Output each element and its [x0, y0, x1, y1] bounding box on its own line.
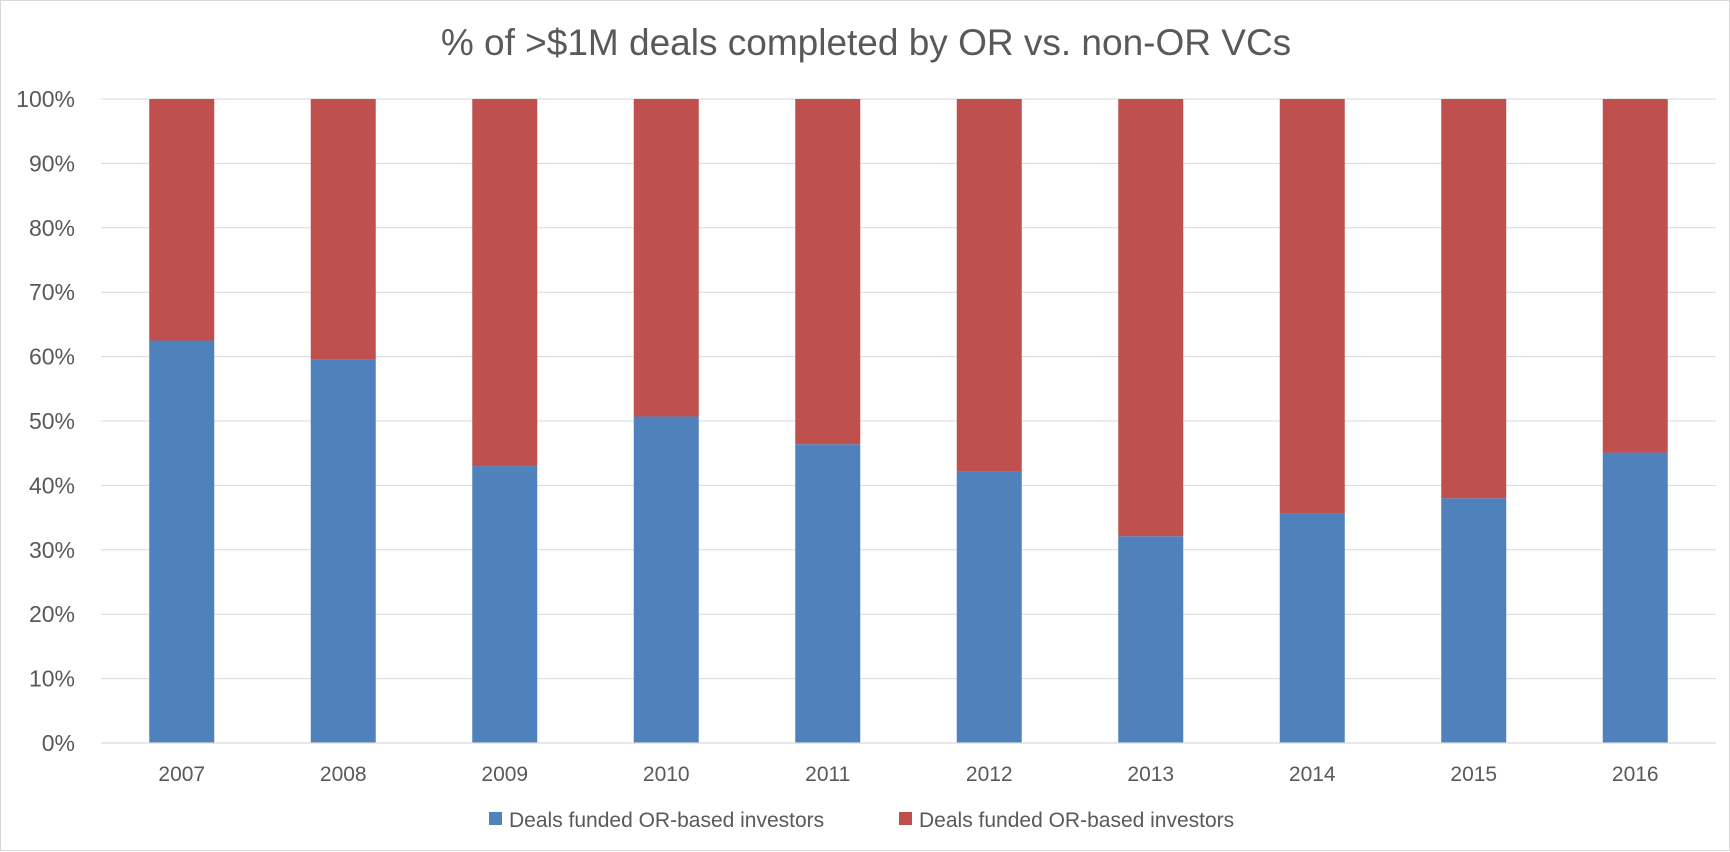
y-tick-label: 40% [29, 472, 75, 498]
bar-segment-lower-2014 [1279, 513, 1345, 743]
y-tick-label: 80% [29, 215, 75, 241]
bar-segment-upper-2008 [310, 99, 376, 360]
bar-segment-lower-2015 [1441, 498, 1507, 743]
bar-segment-upper-2011 [795, 99, 861, 445]
y-tick-label: 70% [29, 279, 75, 305]
y-tick-label: 10% [29, 666, 75, 692]
bar-segment-upper-2007 [149, 99, 215, 341]
y-tick-label: 60% [29, 344, 75, 370]
x-tick-label: 2010 [643, 763, 690, 786]
bar-segment-lower-2008 [310, 359, 376, 743]
bar-segment-lower-2009 [472, 466, 538, 743]
bar-segment-upper-2010 [633, 99, 699, 417]
bars [149, 99, 1668, 743]
x-tick-label: 2007 [158, 763, 205, 786]
y-tick-label: 50% [29, 408, 75, 434]
bar-segment-lower-2010 [633, 416, 699, 743]
bar-segment-upper-2012 [956, 99, 1022, 472]
legend-label: Deals funded OR-based investors [919, 809, 1234, 832]
x-tick-label: 2012 [966, 763, 1013, 786]
x-tick-label: 2013 [1127, 763, 1174, 786]
bar-segment-upper-2015 [1441, 99, 1507, 499]
y-tick-label: 20% [29, 601, 75, 627]
y-tick-label: 100% [16, 86, 75, 112]
legend: Deals funded OR-based investors Deals fun… [489, 809, 1234, 832]
bar-segment-lower-2007 [149, 340, 215, 743]
bar-segment-upper-2016 [1602, 99, 1668, 453]
x-tick-label: 2016 [1612, 763, 1659, 786]
bar-segment-lower-2012 [956, 471, 1022, 743]
y-tick-label: 30% [29, 537, 75, 563]
x-axis: 2007 2008 2009 2010 2011 2012 2013 2014 2015 2016 [158, 763, 1658, 786]
legend-item: Deals funded OR-based investors [899, 809, 1234, 832]
bar-segment-lower-2016 [1602, 452, 1668, 743]
x-tick-label: 2014 [1289, 763, 1336, 786]
y-axis: 0% 10% 20% 30% 40% 50% 60% 70% 80% 90% 100% [16, 86, 75, 756]
legend-item: Deals funded OR-based investors [489, 809, 824, 832]
bar-segment-upper-2009 [472, 99, 538, 467]
legend-swatch [899, 812, 912, 825]
bar-segment-lower-2013 [1118, 536, 1184, 743]
bar-segment-upper-2013 [1118, 99, 1184, 537]
legend-label: Deals funded OR-based investors [509, 809, 824, 832]
x-tick-label: 2015 [1450, 763, 1497, 786]
legend-swatch [489, 812, 502, 825]
bar-segment-lower-2011 [795, 444, 861, 743]
x-tick-label: 2008 [320, 763, 367, 786]
bar-segment-upper-2014 [1279, 99, 1345, 514]
chart-title: % of >$1M deals completed by OR vs. non-… [441, 22, 1291, 63]
y-tick-label: 0% [42, 730, 75, 756]
x-tick-label: 2009 [481, 763, 528, 786]
x-tick-label: 2011 [805, 763, 850, 786]
y-tick-label: 90% [29, 150, 75, 176]
